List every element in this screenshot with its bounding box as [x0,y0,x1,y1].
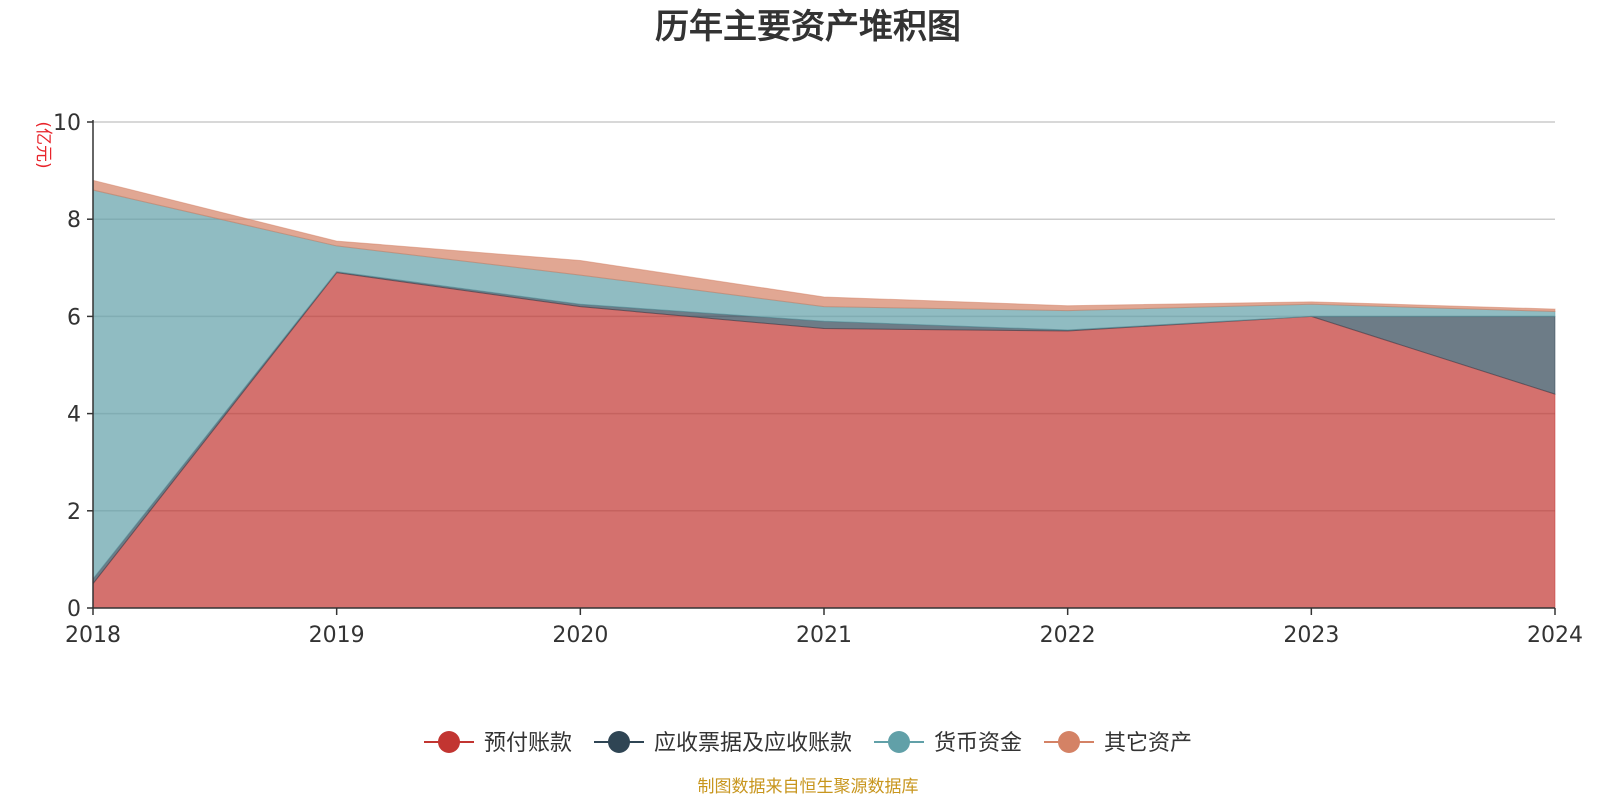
chart-title: 历年主要资产堆积图 [655,7,961,47]
x-tick-label: 2023 [1283,623,1339,648]
legend-item[interactable]: 应收票据及应收账款 [594,731,852,756]
legend-marker [1058,731,1080,753]
x-tick-label: 2022 [1040,623,1096,648]
y-axis-unit-label: (亿元) [33,121,53,168]
area-series-3 [92,179,1556,313]
legend-marker [888,731,910,753]
y-tick-label: 0 [67,597,81,622]
legend-marker [438,731,460,753]
legend-item[interactable]: 预付账款 [424,731,572,756]
legend-label: 货币资金 [934,731,1022,756]
y-tick-label: 4 [67,403,81,428]
legend-label: 其它资产 [1104,731,1192,756]
y-tick-label: 10 [53,111,81,136]
legend-marker [608,731,630,753]
x-tick-label: 2018 [65,623,121,648]
y-tick-label: 2 [67,500,81,525]
area-series [92,179,1556,609]
legend-label: 预付账款 [484,731,572,756]
legend-item[interactable]: 其它资产 [1044,731,1192,756]
y-tick-label: 8 [67,208,81,233]
legend-label: 应收票据及应收账款 [654,731,852,756]
x-tick-label: 2019 [309,623,365,648]
legend: 预付账款 应收票据及应收账款 货币资金 其它资产 [424,731,1192,756]
axes: 0 2 4 6 8 10 2018 2019 2020 2021 2022 2023 2024 [53,111,1583,648]
legend-item[interactable]: 货币资金 [874,731,1022,756]
x-tick-label: 2020 [552,623,608,648]
x-tick-label: 2024 [1527,623,1583,648]
y-tick-label: 6 [67,305,81,330]
data-source-note: 制图数据来自恒生聚源数据库 [698,777,919,797]
x-tick-label: 2021 [796,623,852,648]
